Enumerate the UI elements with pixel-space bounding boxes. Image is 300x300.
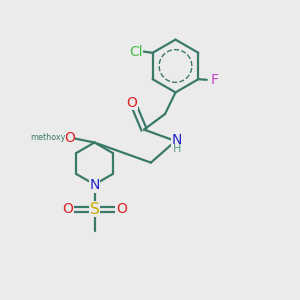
Text: methoxy: methoxy (30, 133, 65, 142)
Text: N: N (89, 178, 100, 192)
Text: F: F (211, 73, 219, 87)
Text: O: O (62, 202, 73, 216)
Text: O: O (64, 131, 75, 145)
Text: S: S (90, 202, 99, 217)
Text: N: N (172, 133, 182, 147)
Text: O: O (116, 202, 127, 216)
Text: O: O (127, 96, 137, 110)
Text: H: H (173, 144, 182, 154)
Text: Cl: Cl (129, 45, 142, 58)
